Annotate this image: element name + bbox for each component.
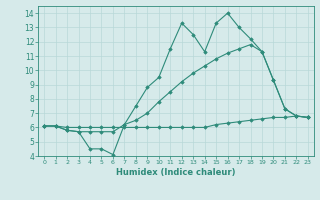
X-axis label: Humidex (Indice chaleur): Humidex (Indice chaleur) <box>116 168 236 177</box>
